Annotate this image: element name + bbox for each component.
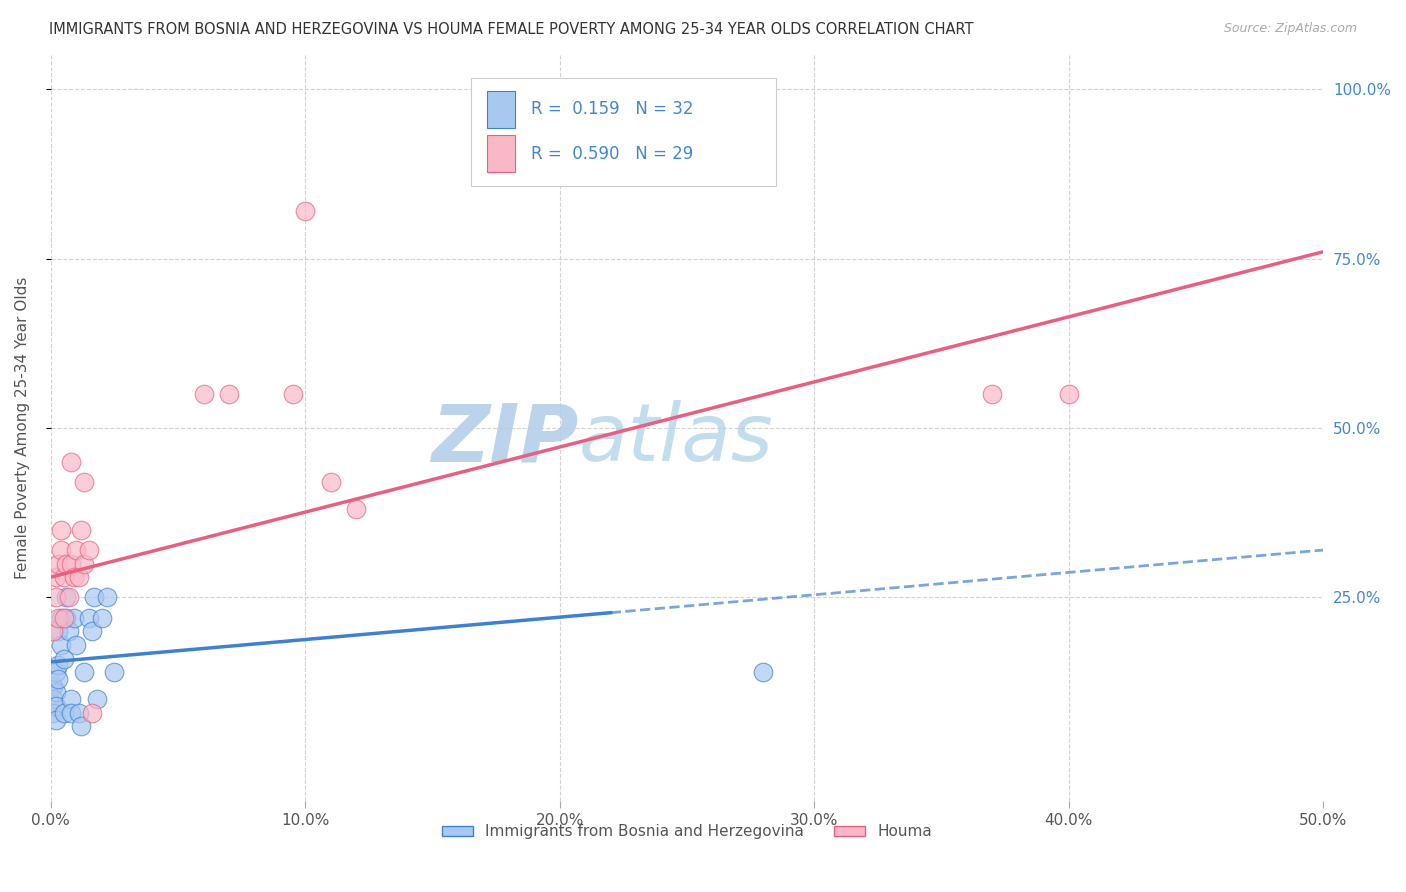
- Point: [73, 665, 96, 679]
- Text: atlas: atlas: [579, 401, 773, 478]
- Point: [73, 557, 96, 571]
- Point: [55, 591, 77, 605]
- Point: [65, 543, 87, 558]
- Point: [981, 387, 1004, 401]
- Point: [344, 502, 367, 516]
- Point: [1057, 387, 1080, 401]
- Point: [60, 706, 83, 720]
- Point: [193, 387, 215, 401]
- Point: [80, 624, 103, 639]
- Point: [49, 611, 72, 625]
- Point: [67, 706, 90, 720]
- Point: [48, 557, 70, 571]
- Point: [60, 692, 83, 706]
- Point: [52, 570, 75, 584]
- Point: [60, 455, 83, 469]
- Point: [42, 706, 65, 720]
- Point: [45, 665, 67, 679]
- Legend: Immigrants from Bosnia and Herzegovina, Houma: Immigrants from Bosnia and Herzegovina, …: [436, 818, 938, 846]
- Text: Source: ZipAtlas.com: Source: ZipAtlas.com: [1223, 22, 1357, 36]
- Point: [103, 665, 125, 679]
- Point: [65, 638, 87, 652]
- Point: [90, 611, 112, 625]
- Point: [48, 624, 70, 639]
- Point: [83, 591, 105, 605]
- Point: [45, 713, 67, 727]
- Y-axis label: Female Poverty Among 25-34 Year Olds: Female Poverty Among 25-34 Year Olds: [15, 277, 30, 579]
- Point: [52, 706, 75, 720]
- Point: [48, 672, 70, 686]
- Point: [49, 638, 72, 652]
- Point: [70, 719, 93, 733]
- Point: [55, 557, 77, 571]
- Point: [294, 204, 316, 219]
- Point: [96, 591, 118, 605]
- Point: [45, 591, 67, 605]
- Point: [49, 523, 72, 537]
- Point: [52, 651, 75, 665]
- Point: [58, 624, 80, 639]
- Point: [62, 570, 84, 584]
- Point: [67, 570, 90, 584]
- Point: [55, 611, 77, 625]
- Point: [42, 624, 65, 639]
- Point: [42, 679, 65, 693]
- Text: ZIP: ZIP: [432, 401, 579, 478]
- Point: [45, 570, 67, 584]
- Point: [77, 611, 100, 625]
- Text: R =  0.159   N = 32: R = 0.159 N = 32: [530, 101, 693, 119]
- Point: [62, 611, 84, 625]
- Point: [218, 387, 240, 401]
- Text: R =  0.590   N = 29: R = 0.590 N = 29: [530, 145, 693, 162]
- Point: [60, 557, 83, 571]
- Point: [58, 591, 80, 605]
- Point: [752, 665, 775, 679]
- FancyBboxPatch shape: [488, 91, 515, 128]
- Point: [49, 543, 72, 558]
- Point: [70, 523, 93, 537]
- Point: [73, 475, 96, 490]
- Point: [52, 611, 75, 625]
- FancyBboxPatch shape: [488, 135, 515, 172]
- Point: [48, 611, 70, 625]
- Point: [80, 706, 103, 720]
- Point: [42, 692, 65, 706]
- Point: [86, 692, 108, 706]
- Point: [45, 698, 67, 713]
- Point: [77, 543, 100, 558]
- FancyBboxPatch shape: [471, 78, 776, 186]
- Point: [319, 475, 342, 490]
- Point: [45, 685, 67, 699]
- Point: [281, 387, 304, 401]
- Point: [48, 658, 70, 673]
- Text: IMMIGRANTS FROM BOSNIA AND HERZEGOVINA VS HOUMA FEMALE POVERTY AMONG 25-34 YEAR : IMMIGRANTS FROM BOSNIA AND HERZEGOVINA V…: [49, 22, 974, 37]
